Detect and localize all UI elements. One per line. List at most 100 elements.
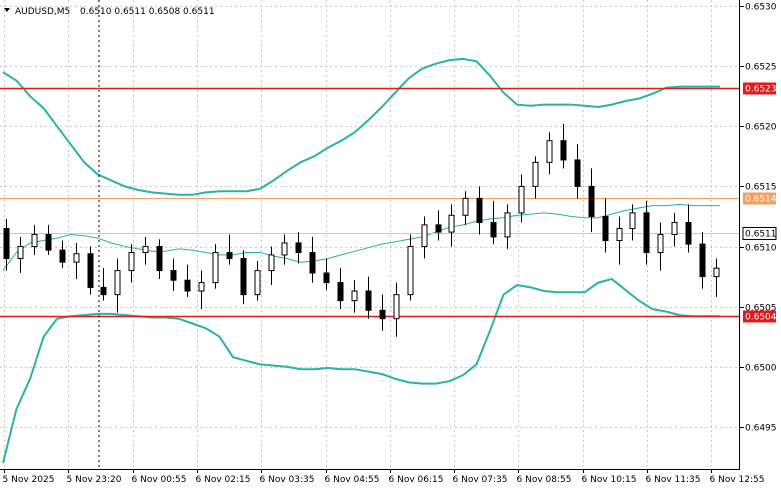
candle (281, 234, 288, 265)
candle (476, 186, 483, 235)
time-tick-label: 6 Nov 02:15 (196, 475, 251, 485)
candle-body-down (309, 252, 316, 274)
candle-body-up (657, 234, 664, 254)
candle (184, 264, 191, 298)
price-tick-label: 0.6515 (745, 183, 777, 193)
dropdown-triangle-icon[interactable] (4, 8, 10, 12)
upper-band-line (2, 57, 720, 196)
candle-body-up (393, 294, 400, 320)
candle-body-up (128, 252, 135, 272)
candle-body-up (671, 221, 678, 236)
time-tick-label: 6 Nov 06:15 (389, 475, 444, 485)
candle (142, 236, 149, 265)
candle (643, 200, 650, 265)
candle-body-down (435, 224, 442, 233)
candle-body-up (198, 282, 205, 292)
candle-body-down (560, 140, 567, 161)
ohlc-values: 0.6510 0.6511 0.6508 0.6511 (80, 7, 215, 17)
candle (699, 232, 706, 289)
candle-body-up (254, 270, 261, 296)
level-label-text: 0.6514 (745, 195, 777, 205)
candle-body-down (685, 221, 692, 245)
candle (337, 268, 344, 310)
candle (379, 294, 386, 331)
candle (156, 239, 163, 279)
candle (504, 204, 511, 249)
level-label-text: 0.6523 (745, 85, 777, 95)
candle (31, 224, 38, 255)
price-tick-label: 0.6530 (745, 3, 777, 13)
candle-body-up (351, 290, 358, 302)
candle-body-down (170, 270, 177, 281)
time-tick-label: 6 Nov 08:55 (517, 475, 572, 485)
candle (407, 234, 414, 301)
candle (226, 234, 233, 265)
candle-body-up (448, 214, 455, 233)
price-levels (0, 87, 740, 318)
candle (546, 132, 553, 175)
candle (462, 191, 469, 225)
lower-band-line (2, 277, 720, 464)
candle (87, 246, 94, 295)
candle-body-down (323, 272, 330, 284)
candle-body-up (114, 270, 121, 296)
candle-body-down (588, 185, 595, 217)
candle (240, 250, 247, 305)
candle-body-down (365, 290, 372, 311)
candle (254, 260, 261, 301)
level-label-box (743, 82, 776, 95)
candle-body-up (17, 246, 24, 260)
candle (73, 242, 80, 279)
candle-body-down (3, 227, 10, 260)
candle (574, 144, 581, 199)
candle-body-down (490, 221, 497, 238)
current-price-box (742, 227, 777, 240)
candle-body-up (268, 254, 275, 272)
candle-body-up (546, 140, 553, 163)
price-tick-label: 0.6505 (745, 304, 777, 314)
level-label-box (743, 310, 776, 323)
candle-body-up (616, 227, 623, 242)
candle-body-down (476, 197, 483, 223)
level-label-box (743, 192, 776, 205)
candle (448, 204, 455, 247)
candle (671, 212, 678, 247)
time-tick-label: 6 Nov 03:35 (260, 475, 315, 485)
time-axis: 5 Nov 2025 5 Nov 23:20 6 Nov 00:55 6 Nov 02… (3, 469, 765, 485)
candle (128, 244, 135, 283)
candle-body-down (87, 253, 94, 288)
candle-body-up (281, 242, 288, 256)
chart-grid (0, 0, 740, 469)
candle-body-up (462, 197, 469, 216)
candle (365, 276, 372, 319)
candle-body-down (226, 252, 233, 260)
candle (295, 232, 302, 264)
price-axis: 0.65300.65250.65200.65150.65100.65050.65… (740, 3, 777, 434)
candle (560, 123, 567, 169)
time-tick-label: 6 Nov 00:55 (132, 475, 187, 485)
level-label-text: 0.6504 (745, 313, 777, 323)
candle (713, 258, 720, 298)
candle-body-down (45, 234, 52, 251)
time-tick-label: 6 Nov 04:55 (325, 475, 380, 485)
bollinger-bands (2, 57, 720, 464)
candle-body-down (337, 282, 344, 302)
candle (629, 204, 636, 241)
candle-body-down (100, 286, 107, 296)
candle-body-up (518, 185, 525, 214)
candle-body-up (31, 234, 38, 248)
candle (685, 204, 692, 253)
candle-body-down (574, 159, 581, 187)
candle (421, 216, 428, 259)
chart-header: AUDUSD,M5 0.6510 0.6511 0.6508 0.6511 (4, 7, 215, 17)
candle-body-up (73, 253, 80, 263)
candle-body-up (629, 212, 636, 229)
candle (3, 218, 10, 271)
candle-body-down (240, 258, 247, 296)
candle-body-down (59, 249, 66, 263)
candle (616, 216, 623, 265)
time-tick-label: 6 Nov 12:55 (710, 475, 765, 485)
price-tick-label: 0.6510 (745, 244, 777, 254)
candle-body-down (184, 279, 191, 292)
